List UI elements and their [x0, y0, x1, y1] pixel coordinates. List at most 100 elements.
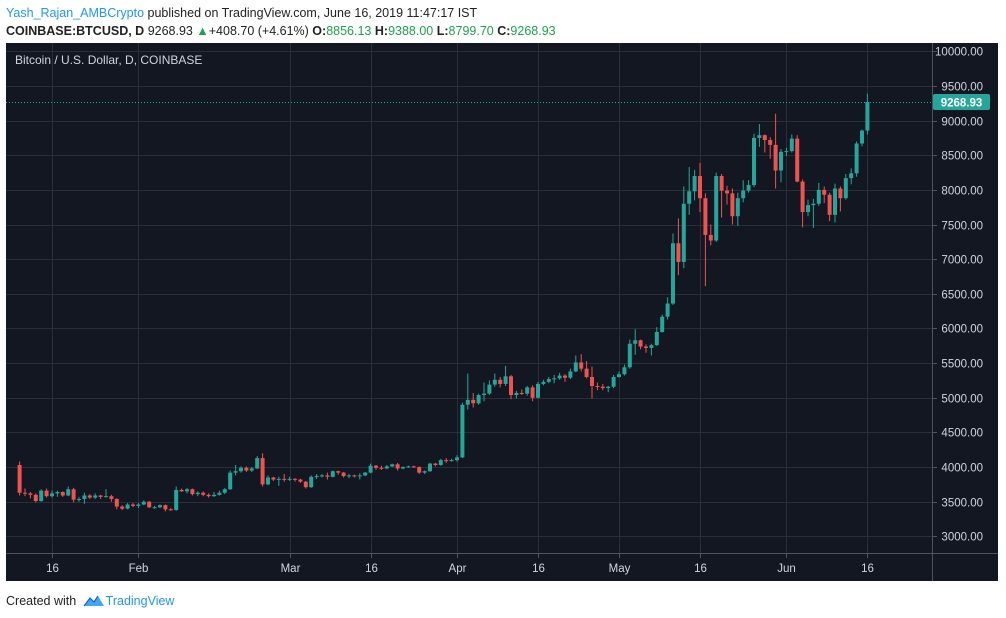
candle[interactable]: [228, 470, 233, 490]
candle[interactable]: [147, 501, 152, 508]
candle[interactable]: [471, 392, 476, 408]
candle[interactable]: [141, 500, 146, 506]
candle[interactable]: [606, 386, 611, 393]
candle[interactable]: [833, 183, 837, 223]
candle[interactable]: [357, 473, 362, 480]
candle[interactable]: [201, 491, 206, 497]
candle[interactable]: [55, 490, 60, 497]
candle[interactable]: [622, 364, 627, 376]
candle[interactable]: [838, 186, 843, 212]
candle[interactable]: [325, 472, 330, 480]
candle[interactable]: [347, 474, 351, 479]
candle[interactable]: [725, 185, 729, 205]
candle[interactable]: [163, 504, 168, 512]
candle[interactable]: [757, 124, 762, 147]
candle[interactable]: [752, 133, 756, 188]
candle[interactable]: [233, 464, 238, 476]
candle[interactable]: [104, 489, 108, 498]
candle[interactable]: [487, 380, 492, 396]
candle[interactable]: [33, 493, 38, 503]
candle[interactable]: [417, 466, 422, 475]
candle[interactable]: [687, 167, 692, 215]
candle[interactable]: [384, 464, 389, 470]
price-axis[interactable]: 3000.00 3500.00 4000.00 4500.00 5000.00 5500.…: [932, 47, 983, 544]
candle[interactable]: [579, 354, 584, 372]
candle[interactable]: [741, 180, 746, 203]
candle[interactable]: [336, 470, 341, 475]
candle[interactable]: [444, 458, 449, 463]
candle[interactable]: [174, 486, 179, 511]
candle[interactable]: [800, 179, 805, 228]
candle[interactable]: [66, 486, 71, 497]
candle[interactable]: [266, 475, 270, 486]
candle[interactable]: [860, 129, 864, 147]
candle[interactable]: [125, 503, 130, 510]
candle[interactable]: [568, 368, 573, 380]
candle[interactable]: [827, 192, 832, 222]
candle[interactable]: [735, 192, 740, 226]
candle[interactable]: [681, 186, 686, 269]
candle[interactable]: [600, 383, 605, 391]
candle[interactable]: [854, 141, 859, 177]
candle[interactable]: [374, 464, 378, 470]
candle[interactable]: [293, 478, 297, 482]
candle[interactable]: [476, 393, 481, 405]
candle[interactable]: [71, 487, 76, 503]
candle[interactable]: [428, 462, 432, 472]
candle[interactable]: [17, 461, 22, 496]
candle[interactable]: [195, 491, 200, 497]
candle[interactable]: [109, 494, 114, 502]
candle[interactable]: [617, 371, 621, 378]
candle[interactable]: [557, 372, 562, 380]
candle[interactable]: [730, 188, 735, 225]
candle[interactable]: [406, 465, 411, 468]
candle[interactable]: [114, 498, 119, 510]
candle[interactable]: [811, 198, 816, 229]
candle[interactable]: [525, 386, 530, 396]
candle[interactable]: [276, 476, 281, 486]
candle[interactable]: [654, 327, 659, 346]
candle[interactable]: [309, 475, 314, 488]
candle[interactable]: [222, 487, 227, 495]
candle[interactable]: [179, 488, 184, 493]
price-chart[interactable]: 3000.00 3500.00 4000.00 4500.00 5000.00 5500.…: [6, 43, 998, 581]
candle[interactable]: [363, 471, 368, 477]
candle[interactable]: [822, 186, 827, 204]
candle[interactable]: [158, 504, 162, 508]
candle[interactable]: [320, 474, 324, 478]
candle[interactable]: [438, 458, 443, 466]
candle[interactable]: [849, 168, 854, 185]
candle[interactable]: [50, 490, 54, 498]
candle[interactable]: [546, 376, 551, 384]
candle[interactable]: [762, 134, 767, 153]
candle[interactable]: [239, 466, 243, 473]
candle[interactable]: [23, 488, 27, 497]
candle[interactable]: [773, 113, 778, 189]
candle[interactable]: [395, 462, 400, 471]
candle[interactable]: [671, 233, 675, 305]
candle[interactable]: [584, 361, 589, 379]
candle[interactable]: [676, 218, 681, 276]
candle[interactable]: [816, 182, 821, 206]
candle[interactable]: [665, 297, 670, 320]
candle[interactable]: [649, 343, 654, 356]
candle[interactable]: [93, 493, 98, 499]
candle[interactable]: [865, 93, 870, 135]
candle[interactable]: [449, 458, 454, 462]
candle[interactable]: [433, 462, 438, 467]
candle[interactable]: [795, 135, 800, 183]
candle[interactable]: [492, 373, 497, 387]
candle[interactable]: [552, 374, 557, 384]
candle[interactable]: [698, 162, 702, 213]
candle[interactable]: [692, 169, 697, 201]
candle[interactable]: [352, 474, 357, 478]
candle[interactable]: [244, 466, 249, 472]
candle[interactable]: [411, 465, 416, 468]
candle[interactable]: [779, 149, 783, 183]
candle[interactable]: [627, 339, 632, 369]
candle[interactable]: [44, 488, 49, 498]
candle[interactable]: [260, 453, 265, 487]
candle[interactable]: [789, 134, 794, 153]
candle[interactable]: [611, 374, 616, 389]
candle[interactable]: [152, 505, 157, 509]
